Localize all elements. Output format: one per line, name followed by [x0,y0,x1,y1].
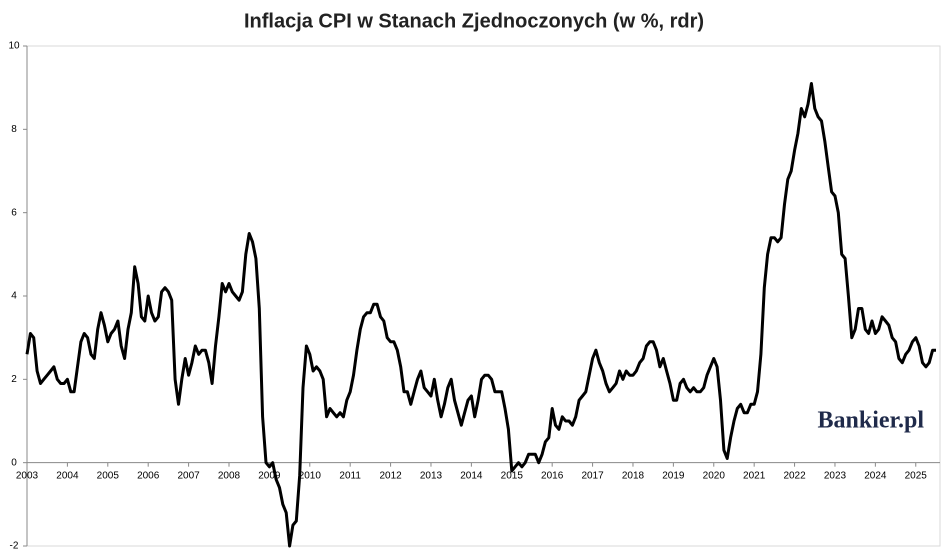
x-tick-label: 2018 [622,470,645,481]
x-tick-label: 2007 [177,470,200,481]
x-tick-label: 2009 [258,470,281,481]
x-tick-label: 2006 [137,470,160,481]
x-tick-label: 2022 [783,470,806,481]
y-tick-label: 6 [11,207,17,218]
x-tick-label: 2016 [541,470,564,481]
y-tick-label: -2 [10,541,19,552]
x-tick-label: 2013 [420,470,443,481]
y-tick-label: 2 [11,374,17,385]
y-tick-label: 4 [11,291,17,302]
watermark: Bankier.pl [818,408,925,434]
y-tick-label: 0 [11,457,17,468]
x-tick-label: 2019 [662,470,685,481]
x-tick-label: 2025 [905,470,928,481]
x-tick-label: 2024 [864,470,887,481]
x-tick-label: 2008 [218,470,241,481]
x-tick-label: 2004 [56,470,79,481]
x-tick-label: 2023 [824,470,847,481]
chart-title: Inflacja CPI w Stanach Zjednoczonych (w … [244,10,704,32]
x-tick-label: 2015 [501,470,524,481]
x-tick-label: 2012 [379,470,402,481]
y-tick-label: 8 [11,124,17,135]
x-tick-label: 2017 [581,470,604,481]
x-tick-label: 2005 [97,470,120,481]
x-tick-label: 2014 [460,470,483,481]
line-series [25,82,936,548]
x-tick-label: 2003 [16,470,39,481]
x-tick-label: 2010 [299,470,322,481]
x-tick-label: 2020 [703,470,726,481]
x-tick-label: 2011 [339,470,361,481]
x-tick-label: 2021 [743,470,766,481]
y-tick-label: 10 [8,41,20,52]
